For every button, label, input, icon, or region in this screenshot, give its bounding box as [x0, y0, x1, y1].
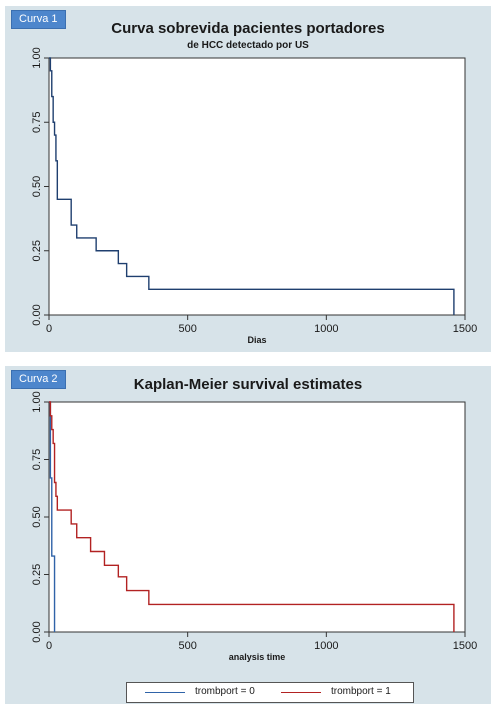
chart-title: Curva sobrevida pacientes portadores — [111, 20, 385, 37]
y-tick-label: 0.25 — [31, 240, 43, 261]
legend-swatch — [145, 692, 185, 693]
chart-panel-1: Curva 1 Curva sobrevida pacientes portad… — [5, 6, 491, 352]
chart-legend: trombport = 0 trombport = 1 — [126, 682, 414, 703]
y-tick-label: 0.75 — [31, 112, 43, 133]
x-tick-label: 0 — [46, 323, 52, 335]
chart-svg: 0 500 1000 1500 0.00 0.25 0.50 0.75 1.00 analysis… — [31, 391, 477, 662]
chart-badge: Curva 1 — [11, 10, 66, 29]
x-tick-label: 0 — [46, 640, 52, 652]
series-line — [49, 401, 455, 632]
legend-label: trombport = 1 — [331, 686, 391, 697]
legend-swatch — [281, 692, 321, 693]
chart-badge: Curva 2 — [11, 370, 66, 389]
x-tick-label: 1500 — [453, 323, 477, 335]
x-tick-label: 1000 — [314, 640, 338, 652]
series-line — [49, 57, 455, 315]
y-tick-label: 0.50 — [31, 176, 43, 197]
plot-area — [48, 401, 466, 633]
y-tick-label: 0.00 — [31, 621, 43, 642]
x-tick-label: 500 — [178, 640, 196, 652]
chart-title: Kaplan-Meier survival estimates — [133, 376, 363, 393]
y-tick-label: 0.75 — [31, 449, 43, 470]
x-axis-label: Dias — [247, 335, 266, 345]
legend-label: trombport = 0 — [195, 686, 255, 697]
x-tick-label: 500 — [178, 323, 196, 335]
x-tick-label: 1000 — [314, 323, 338, 335]
y-tick-label: 0.25 — [31, 564, 43, 585]
x-tick-label: 1500 — [453, 640, 477, 652]
chart-subtitle: de HCC detectado por US — [187, 40, 309, 51]
y-tick-label: 1.00 — [31, 47, 43, 68]
chart-panel-2: Curva 2 Kaplan-Meier survival estimates … — [5, 366, 491, 704]
x-axis-label: analysis time — [229, 652, 286, 662]
plot-area — [48, 57, 466, 316]
y-tick-label: 0.50 — [31, 506, 43, 527]
y-tick-label: 1.00 — [31, 391, 43, 412]
y-tick-label: 0.00 — [31, 304, 43, 325]
chart-svg: 0 500 1000 1500 0.00 0.25 0.50 0.75 1.00 Dias — [31, 47, 477, 345]
